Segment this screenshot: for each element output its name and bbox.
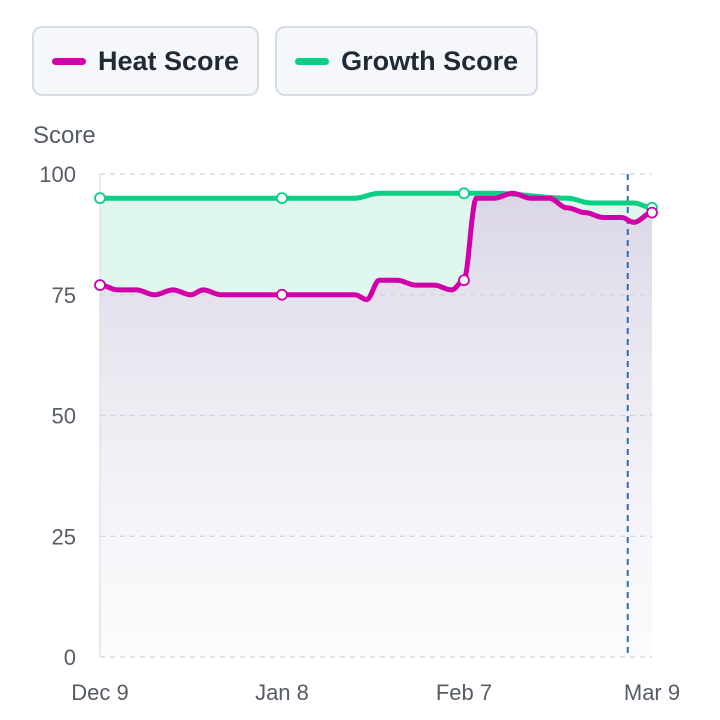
y-tick-label: 75 [52,283,76,308]
y-tick-label: 0 [64,645,76,670]
growth-score-legend-label: Growth Score [341,45,519,76]
growth-score-point [458,187,470,200]
y-axis-label: Score [33,122,96,149]
heat-score-point [94,279,106,291]
heat-score-legend-label: Heat Score [98,45,240,76]
growth-score-line [97,190,655,211]
growth-score-area [100,193,652,300]
x-tick-label: Feb 7 [436,680,492,705]
heat-score-point [646,206,658,219]
heat-score-area [100,193,652,658]
y-tick-label: 50 [52,404,76,429]
growth-score-point [276,192,288,205]
y-tick-label: 100 [39,162,76,187]
y-tick-label: 25 [52,524,76,549]
heat-score-line [97,190,655,303]
legend: Heat Score Growth Score [32,26,539,96]
legend-toggle-growth-score[interactable]: Growth Score [275,26,539,96]
x-tick-label: Mar 9 [624,680,680,705]
legend-toggle-heat-score[interactable]: Heat Score [32,26,260,96]
heat-score-swatch [52,57,86,65]
heat-score-point [276,288,288,301]
growth-score-swatch [295,57,330,65]
x-tick-label: Jan 8 [255,680,309,705]
heat-score-point [458,274,470,287]
x-tick-label: Dec 9 [71,680,128,705]
growth-score-point [94,192,106,205]
